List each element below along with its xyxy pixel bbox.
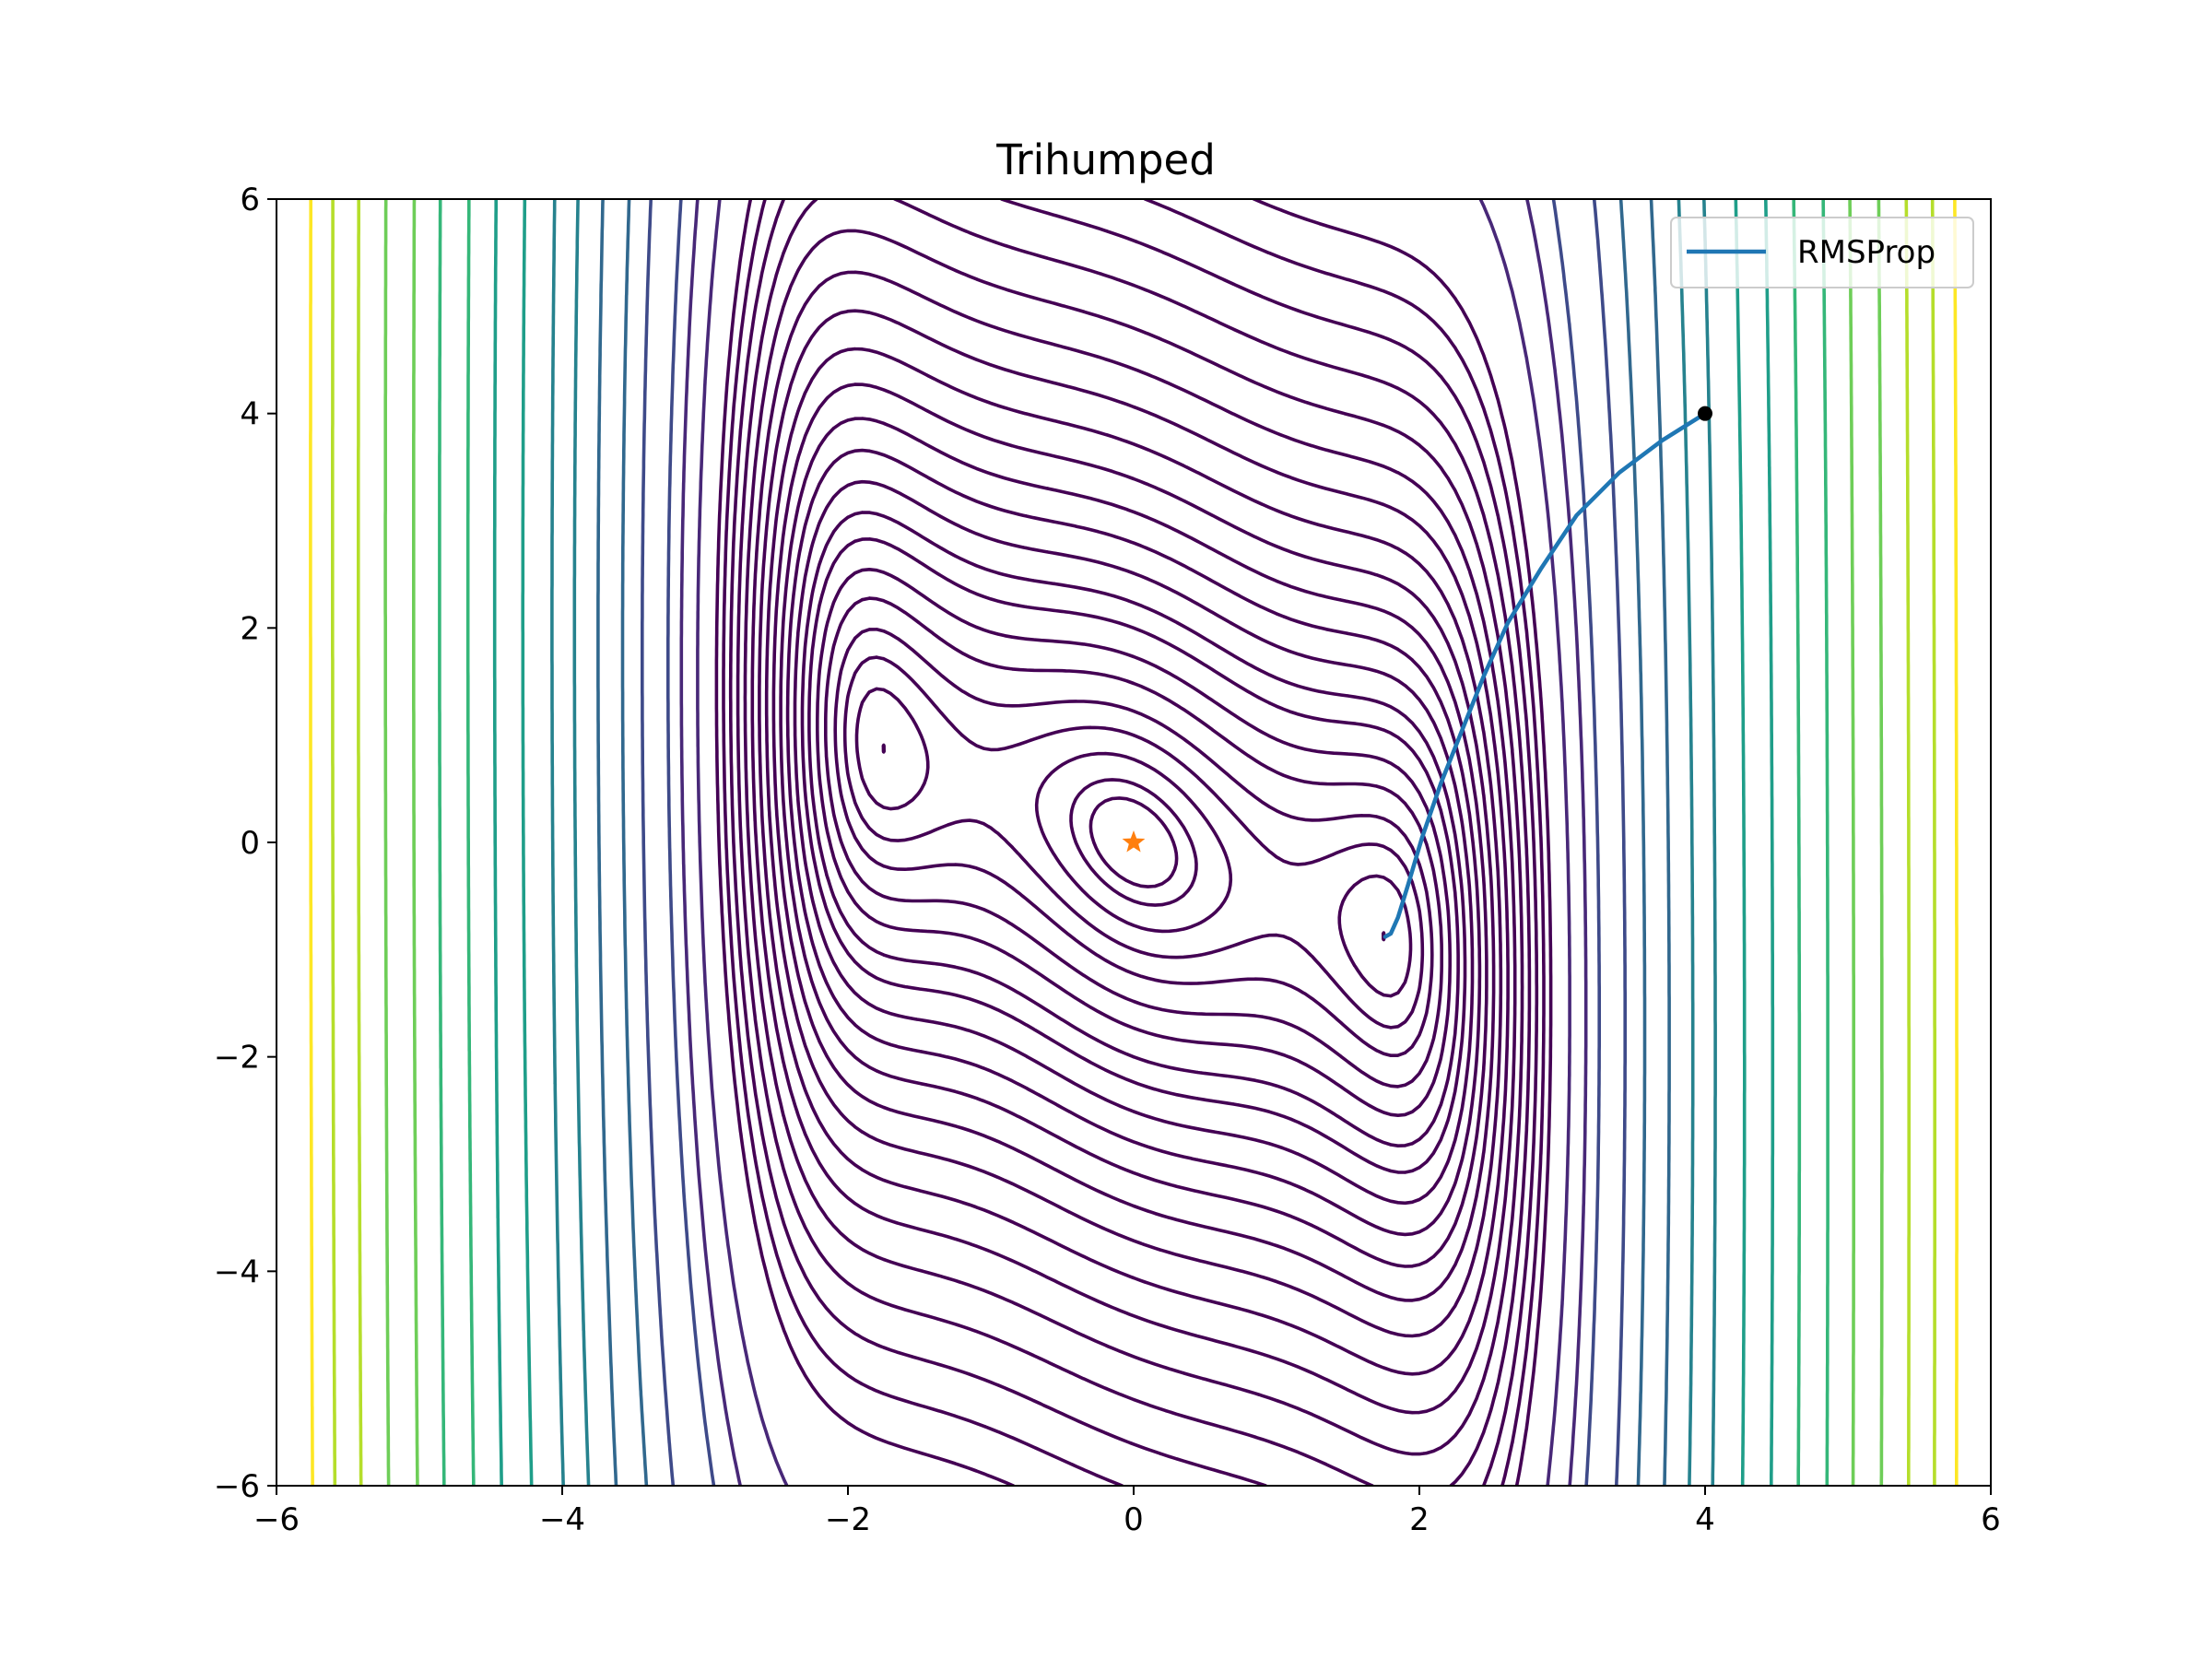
contour-line xyxy=(743,229,1524,1456)
series-line-rmsprop xyxy=(1382,411,1708,939)
contour-line xyxy=(807,537,1460,1147)
contour-line xyxy=(842,655,1425,1030)
chart-title: Trihumped xyxy=(995,135,1216,184)
legend-box xyxy=(1670,217,1974,288)
series-layer xyxy=(1122,406,1712,939)
y-tick-label: 6 xyxy=(240,182,260,218)
contour-line xyxy=(728,199,1539,1486)
contour-line xyxy=(735,199,1532,1486)
contour-line xyxy=(881,743,1386,942)
x-tick-label: 4 xyxy=(1695,1501,1715,1538)
legend: RMSProp xyxy=(1670,217,1974,288)
contour-line xyxy=(492,199,1775,1486)
x-axis: −6 −4 −2 0 2 4 6 xyxy=(253,1486,2001,1538)
x-tick-label: 0 xyxy=(1124,1501,1144,1538)
y-tick-label: 4 xyxy=(240,396,260,433)
contour-line xyxy=(438,199,1830,1486)
y-tick-label: 0 xyxy=(240,825,260,862)
contour-line xyxy=(1088,796,1179,888)
contour-line xyxy=(572,199,1695,1486)
contour-line xyxy=(771,382,1496,1302)
contour-line xyxy=(816,568,1452,1117)
start-point-marker xyxy=(1698,406,1712,421)
y-axis: −6 −4 −2 0 2 4 6 xyxy=(214,182,276,1505)
contour-line xyxy=(357,199,1911,1486)
contour-line xyxy=(331,199,1936,1486)
contour-line xyxy=(793,479,1475,1206)
contour-line xyxy=(758,309,1510,1376)
contour-line xyxy=(620,199,1647,1486)
contour-line xyxy=(854,687,1413,998)
y-tick-label: −6 xyxy=(214,1468,260,1505)
contour-lines xyxy=(309,199,1959,1486)
x-tick-label: 6 xyxy=(1981,1501,2001,1538)
contour-line xyxy=(833,628,1434,1057)
contour-line xyxy=(714,199,1553,1486)
contour-line xyxy=(309,199,1959,1486)
y-tick-label: −2 xyxy=(214,1040,260,1077)
y-tick-label: −4 xyxy=(214,1253,260,1290)
contour-line xyxy=(824,596,1443,1088)
contour-line xyxy=(412,199,1855,1486)
contour-line xyxy=(521,199,1747,1486)
x-tick-label: 2 xyxy=(1409,1501,1430,1538)
contour-line xyxy=(383,199,1884,1486)
contour-line xyxy=(722,199,1546,1486)
legend-label-rmsprop: RMSProp xyxy=(1797,234,1936,271)
x-tick-label: −4 xyxy=(539,1501,585,1538)
contour-line xyxy=(785,448,1482,1237)
contour-line xyxy=(666,199,1601,1486)
contour-line xyxy=(465,199,1802,1486)
minimum-star-marker xyxy=(1122,830,1146,853)
contour-line xyxy=(750,270,1517,1415)
contour-line xyxy=(764,347,1503,1338)
contour-line xyxy=(800,511,1467,1174)
contour-line xyxy=(679,199,1588,1486)
contour-line xyxy=(779,417,1488,1268)
contour-line xyxy=(596,199,1671,1486)
contour-line xyxy=(696,199,1571,1486)
contour-line xyxy=(550,199,1717,1486)
x-tick-label: −6 xyxy=(253,1501,300,1538)
x-tick-label: −2 xyxy=(825,1501,871,1538)
y-tick-label: 2 xyxy=(240,610,260,647)
